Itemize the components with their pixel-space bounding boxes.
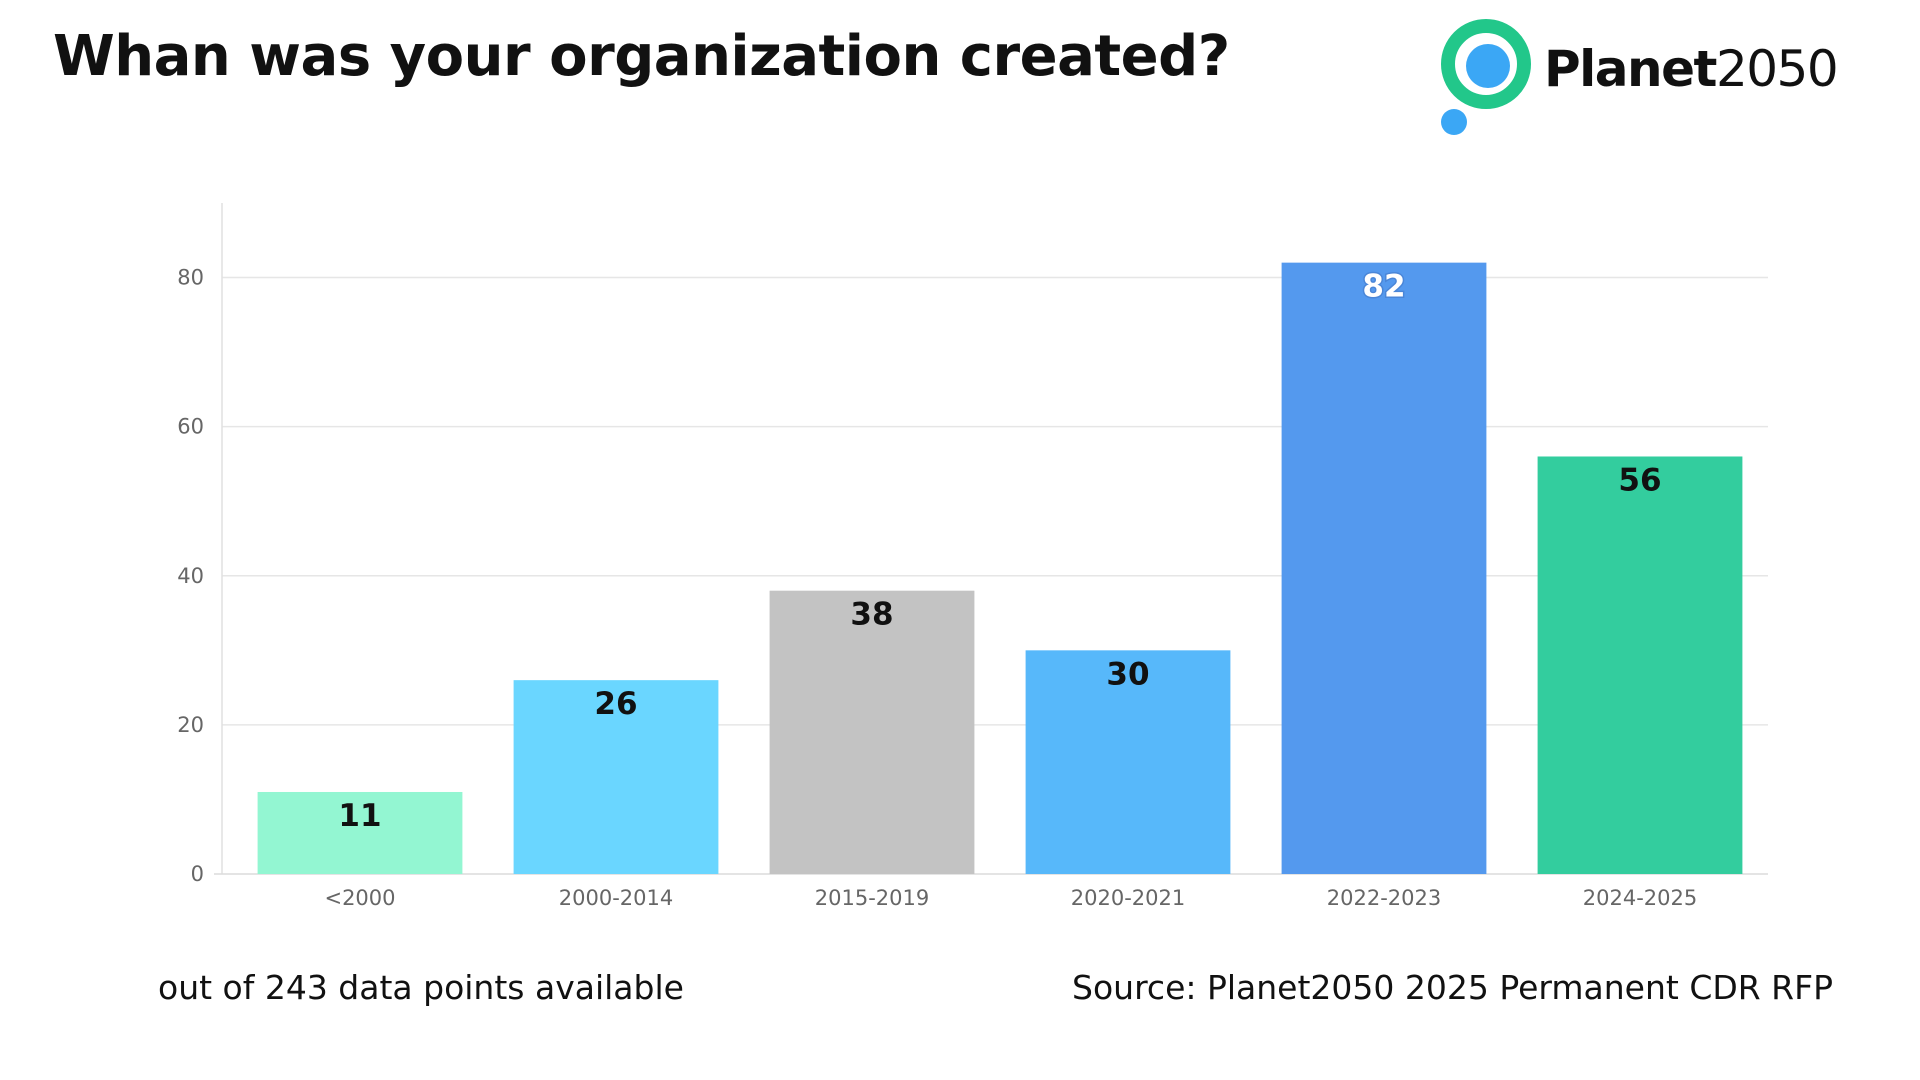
bar (257, 791, 463, 874)
y-tick-label: 40 (177, 564, 204, 588)
bar (513, 680, 719, 874)
data-label: 38 (850, 597, 893, 633)
page-title: Whan was your organization created? (53, 24, 1230, 89)
grid-lines (222, 276, 1768, 726)
y-tick-label: 80 (177, 266, 204, 290)
brand-logo: Planet2050 (1440, 18, 1860, 148)
bar (1281, 262, 1487, 875)
source-note: Source: Planet2050 2025 Permanent CDR RF… (1072, 968, 1833, 1007)
bar (1537, 456, 1743, 874)
bar (1025, 650, 1231, 874)
brand-name-light: 2050 (1715, 40, 1839, 98)
y-tick-label: 60 (177, 415, 204, 439)
axes (214, 203, 1768, 875)
data-label: 11 (338, 798, 381, 834)
brand-name-strong: Planet (1544, 40, 1717, 98)
data-labels: 11 26 38 30 82 56 (337, 267, 1663, 835)
planet-logo-icon (1441, 19, 1531, 135)
x-tick-label: 2015-2019 (815, 886, 929, 910)
x-tick-label: 2000-2014 (559, 886, 673, 910)
data-label: 26 (594, 686, 637, 722)
data-label: 82 (1362, 269, 1405, 305)
y-tick-label: 20 (177, 713, 204, 737)
bars (257, 262, 1743, 875)
bar (769, 590, 975, 874)
x-tick-label: 2020-2021 (1071, 886, 1185, 910)
x-tick-label: 2024-2025 (1583, 886, 1697, 910)
data-points-note: out of 243 data points available (158, 968, 684, 1007)
brand-name: Planet2050 (1544, 40, 1839, 98)
x-tick-label: <2000 (324, 886, 395, 910)
data-label: 56 (1618, 462, 1661, 498)
data-label: 30 (1106, 656, 1149, 692)
x-tick-label: 2022-2023 (1327, 886, 1441, 910)
y-tick-label: 0 (191, 862, 204, 886)
tick-labels: 0 20 40 60 80 <2000 2000-2014 2015-2019 2020-202… (177, 266, 1697, 910)
